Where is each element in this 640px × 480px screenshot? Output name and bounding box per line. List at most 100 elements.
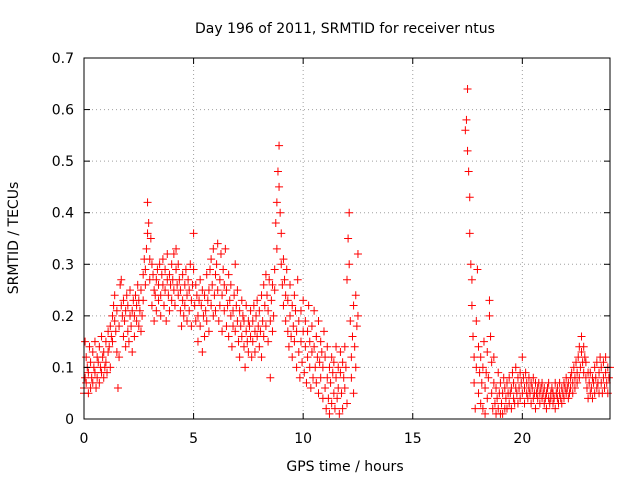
data-point bbox=[279, 255, 288, 264]
data-point bbox=[339, 373, 348, 382]
data-point bbox=[329, 358, 338, 367]
data-point bbox=[128, 306, 137, 315]
data-point bbox=[167, 296, 176, 305]
data-point bbox=[180, 280, 189, 289]
data-point bbox=[307, 322, 316, 331]
data-point bbox=[215, 301, 224, 310]
data-point bbox=[351, 363, 360, 372]
data-point bbox=[507, 404, 516, 413]
data-point bbox=[478, 404, 487, 413]
data-point bbox=[195, 296, 204, 305]
data-point bbox=[314, 317, 323, 326]
data-point bbox=[349, 301, 358, 310]
data-point bbox=[207, 255, 216, 264]
data-point bbox=[84, 389, 93, 398]
data-point bbox=[176, 286, 185, 295]
data-point bbox=[95, 342, 104, 351]
data-point bbox=[343, 275, 351, 284]
data-point bbox=[281, 291, 290, 300]
data-point bbox=[149, 270, 158, 279]
data-point bbox=[253, 296, 262, 305]
data-point bbox=[338, 404, 347, 413]
data-point bbox=[199, 311, 208, 320]
data-point bbox=[237, 332, 246, 341]
y-tick-label: 0.2 bbox=[52, 309, 74, 325]
data-point bbox=[465, 193, 474, 202]
data-point bbox=[118, 311, 127, 320]
data-point bbox=[303, 327, 312, 336]
data-point bbox=[498, 409, 507, 418]
data-point bbox=[324, 394, 333, 403]
data-point bbox=[319, 327, 328, 336]
data-point bbox=[266, 373, 275, 382]
data-point bbox=[351, 291, 360, 300]
data-point bbox=[591, 373, 600, 382]
data-point bbox=[161, 286, 170, 295]
data-point bbox=[223, 301, 232, 310]
data-point bbox=[277, 260, 286, 269]
data-point bbox=[312, 332, 321, 341]
data-point bbox=[344, 234, 353, 243]
data-point bbox=[279, 301, 288, 310]
y-tick-label: 0.6 bbox=[52, 103, 74, 119]
data-point bbox=[474, 389, 483, 398]
data-point bbox=[112, 306, 121, 315]
data-point bbox=[242, 327, 251, 336]
data-point bbox=[94, 358, 103, 367]
data-point bbox=[157, 270, 166, 279]
data-point bbox=[296, 337, 305, 346]
data-point bbox=[123, 301, 132, 310]
data-point bbox=[95, 378, 104, 387]
data-point bbox=[203, 296, 212, 305]
data-point bbox=[123, 327, 132, 336]
data-point bbox=[181, 265, 190, 274]
data-point bbox=[260, 301, 269, 310]
data-point bbox=[327, 399, 336, 408]
data-point bbox=[286, 280, 295, 289]
data-point bbox=[604, 373, 613, 382]
data-point bbox=[183, 317, 192, 326]
data-point bbox=[183, 291, 192, 300]
data-point bbox=[176, 306, 185, 315]
y-tick-label: 0.1 bbox=[52, 360, 74, 376]
data-point bbox=[178, 270, 187, 279]
data-point bbox=[126, 286, 135, 295]
data-point bbox=[340, 384, 349, 393]
data-point bbox=[119, 332, 128, 341]
data-point bbox=[345, 208, 354, 217]
data-point bbox=[245, 322, 254, 331]
data-point bbox=[470, 378, 479, 387]
data-point bbox=[516, 394, 525, 403]
data-point bbox=[109, 301, 118, 310]
data-point bbox=[264, 306, 273, 315]
data-point bbox=[263, 291, 272, 300]
data-point bbox=[494, 368, 503, 377]
data-point bbox=[484, 373, 493, 382]
data-point bbox=[576, 363, 585, 372]
data-point bbox=[296, 306, 305, 315]
y-tick-label: 0.7 bbox=[52, 51, 74, 67]
data-point bbox=[261, 322, 270, 331]
data-point bbox=[98, 353, 107, 362]
data-point bbox=[341, 363, 350, 372]
data-point bbox=[340, 342, 349, 351]
data-point bbox=[229, 322, 238, 331]
data-point bbox=[104, 347, 113, 356]
data-point bbox=[573, 378, 582, 387]
data-point bbox=[242, 301, 251, 310]
data-point bbox=[115, 322, 124, 331]
data-point bbox=[281, 317, 290, 326]
data-point bbox=[310, 306, 319, 315]
data-point bbox=[284, 342, 293, 351]
data-point bbox=[586, 368, 595, 377]
data-point bbox=[551, 404, 560, 413]
data-point bbox=[219, 265, 228, 274]
data-point bbox=[592, 384, 601, 393]
data-point bbox=[259, 332, 268, 341]
data-point bbox=[323, 373, 332, 382]
data-point bbox=[189, 229, 198, 238]
data-point bbox=[275, 141, 284, 150]
y-axis: 0 0.1 0.2 0.3 0.4 0.5 0.6 0.7 bbox=[52, 51, 610, 428]
data-point bbox=[191, 317, 200, 326]
